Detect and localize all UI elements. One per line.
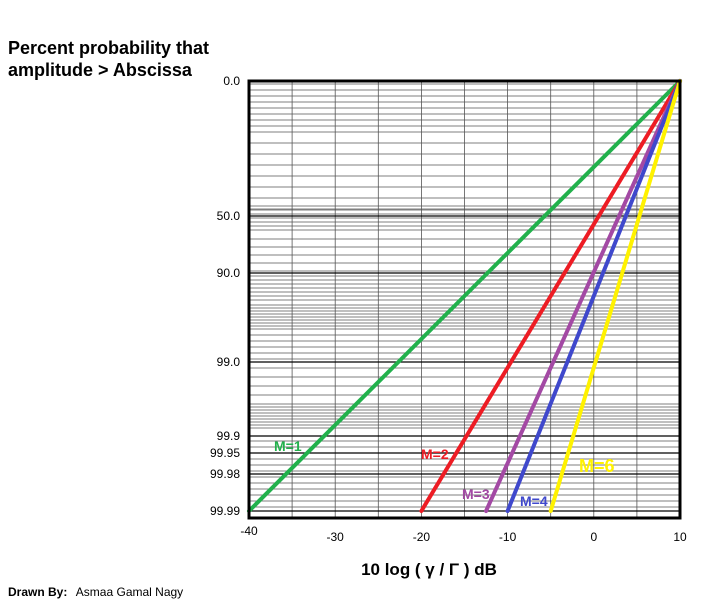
y-tick-label: 0.0 — [223, 74, 240, 88]
series-label: M=2 — [421, 446, 449, 462]
x-tick-label: -40 — [240, 524, 258, 538]
series-line — [505, 79, 682, 513]
series-label: M=1 — [274, 438, 302, 454]
series-line — [247, 79, 682, 513]
x-axis-label: 10 log ( γ / Γ ) dB — [361, 560, 497, 579]
x-tick-label: 0 — [590, 530, 597, 544]
credit-label: Drawn By: — [8, 585, 67, 599]
chart-title-line-1: Percent probability that — [8, 38, 209, 58]
series-line — [419, 79, 682, 513]
credit-name: Asmaa Gamal Nagy — [76, 585, 183, 599]
y-tick-label: 50.0 — [217, 209, 241, 223]
series-label: M=4 — [520, 493, 548, 509]
series-line — [548, 79, 682, 513]
y-tick-label: 99.95 — [210, 446, 240, 460]
y-tick-label: 90.0 — [217, 266, 241, 280]
y-tick-label: 99.98 — [210, 467, 240, 481]
series-labels: M=1 M=2 M=3 M=4 M=6 — [274, 438, 615, 509]
x-tick-label: -20 — [413, 530, 431, 544]
x-tick-label: -30 — [327, 530, 345, 544]
series-lines — [247, 79, 682, 513]
series-label: M=3 — [462, 486, 490, 502]
x-tick-label: -10 — [499, 530, 517, 544]
chart-title-line-2: amplitude > Abscissa — [8, 60, 193, 80]
series-line — [484, 79, 682, 513]
y-tick-labels: 0.0 50.0 90.0 99.0 99.9 99.95 99.98 99.99 — [210, 74, 240, 518]
x-tick-label: 10 — [673, 530, 687, 544]
credit-line: Drawn By: Asmaa Gamal Nagy — [8, 583, 183, 600]
y-tick-label: 99.99 — [210, 504, 240, 518]
y-tick-label: 99.9 — [217, 429, 241, 443]
x-tick-labels: -40 -30 -20 -10 0 10 — [240, 524, 687, 544]
series-label: M=6 — [579, 456, 615, 476]
plot-frame — [247, 79, 682, 520]
y-tick-label: 99.0 — [217, 355, 241, 369]
